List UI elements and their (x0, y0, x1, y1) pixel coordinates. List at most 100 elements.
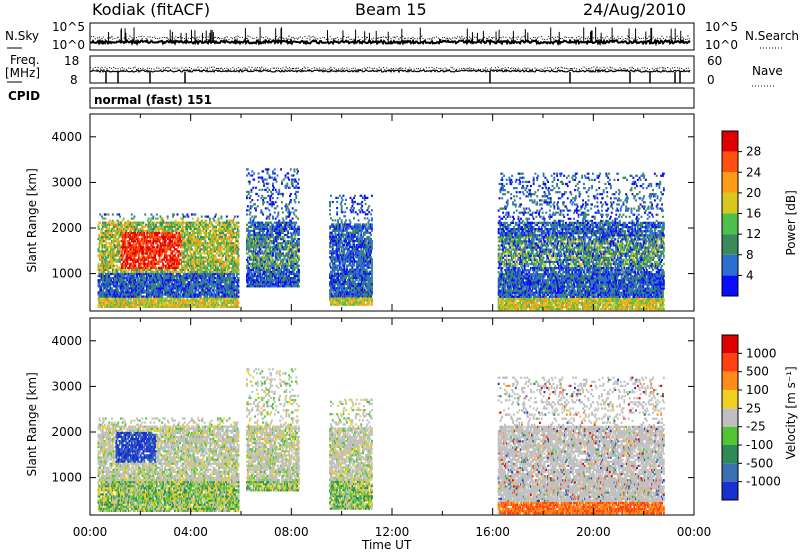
range-cell (125, 246, 127, 248)
range-cell (211, 291, 213, 293)
range-cell (193, 230, 195, 232)
range-cell (213, 257, 215, 259)
range-cell (227, 252, 229, 254)
range-cell (200, 296, 202, 298)
range-cell (157, 275, 159, 277)
range-cell (199, 250, 201, 252)
range-cell (128, 259, 130, 261)
range-cell (151, 230, 153, 232)
range-cell (223, 275, 225, 277)
range-cell (149, 263, 151, 265)
range-cell (147, 300, 149, 302)
range-cell (169, 244, 171, 246)
range-cell (147, 263, 149, 265)
range-cell (222, 232, 224, 234)
range-cell (181, 234, 183, 236)
range-cell (178, 250, 180, 252)
range-cell (127, 220, 129, 222)
range-cell (116, 259, 118, 261)
range-cell (210, 277, 212, 279)
range-cell (181, 242, 183, 244)
range-cell (125, 267, 127, 269)
range-cell (168, 246, 170, 248)
range-cell (119, 216, 121, 218)
range-cell (146, 252, 148, 254)
range-cell (230, 296, 232, 298)
range-cell (114, 248, 116, 250)
range-cell (126, 232, 128, 234)
range-cell (230, 275, 232, 277)
range-cell (124, 302, 126, 304)
range-cell (105, 213, 107, 215)
range-cell (112, 222, 114, 224)
range-cell (161, 224, 163, 226)
range-cell (120, 304, 122, 306)
range-cell (101, 300, 103, 302)
range-cell (101, 252, 103, 254)
range-cell (223, 263, 225, 265)
range-cell (145, 259, 147, 261)
range-cell (187, 263, 189, 265)
range-cell (167, 277, 169, 279)
range-cell (116, 300, 118, 302)
range-cell (133, 285, 135, 287)
range-cell (191, 283, 193, 285)
range-cell (226, 281, 228, 283)
range-cell (151, 255, 153, 257)
range-cell (157, 238, 159, 240)
range-cell (150, 304, 152, 306)
range-cell (223, 277, 225, 279)
range-cell (230, 224, 232, 226)
range-cell (179, 226, 181, 228)
range-cell (130, 300, 132, 302)
range-cell (221, 228, 223, 230)
range-cell (135, 277, 137, 279)
range-cell (166, 250, 168, 252)
range-cell (173, 213, 175, 215)
range-cell (114, 302, 116, 304)
range-cell (118, 250, 120, 252)
range-cell (177, 300, 179, 302)
range-cell (200, 248, 202, 250)
range-cell (160, 242, 162, 244)
range-cell (167, 261, 169, 263)
range-cell (217, 269, 219, 271)
range-cell (119, 306, 121, 308)
range-cell (198, 271, 200, 273)
range-cell (112, 220, 114, 222)
range-cell (190, 271, 192, 273)
range-cell (172, 230, 174, 232)
range-cell (116, 265, 118, 267)
range-cell (155, 230, 157, 232)
range-cell (222, 255, 224, 257)
range-cell (119, 259, 121, 261)
range-cell (99, 306, 101, 308)
range-cell (192, 218, 194, 220)
range-cell (160, 220, 162, 222)
range-cell (204, 238, 206, 240)
range-cell (204, 240, 206, 242)
range-cell (151, 226, 153, 228)
range-cell (186, 234, 188, 236)
range-cell (102, 238, 104, 240)
range-cell (165, 275, 167, 277)
range-cell (188, 226, 190, 228)
range-cell (102, 234, 104, 236)
range-cell (167, 228, 169, 230)
range-cell (129, 226, 131, 228)
range-cell (157, 306, 159, 308)
range-cell (197, 289, 199, 291)
range-cell (119, 291, 121, 293)
range-cell (174, 300, 176, 302)
range-cell (195, 236, 197, 238)
range-cell (113, 236, 115, 238)
range-cell (209, 304, 211, 306)
range-cell (196, 242, 198, 244)
range-cell (217, 234, 219, 236)
range-cell (151, 234, 153, 236)
range-cell (150, 220, 152, 222)
range-cell (220, 263, 222, 265)
range-cell (107, 289, 109, 291)
range-cell (194, 283, 196, 285)
range-cell (152, 230, 154, 232)
